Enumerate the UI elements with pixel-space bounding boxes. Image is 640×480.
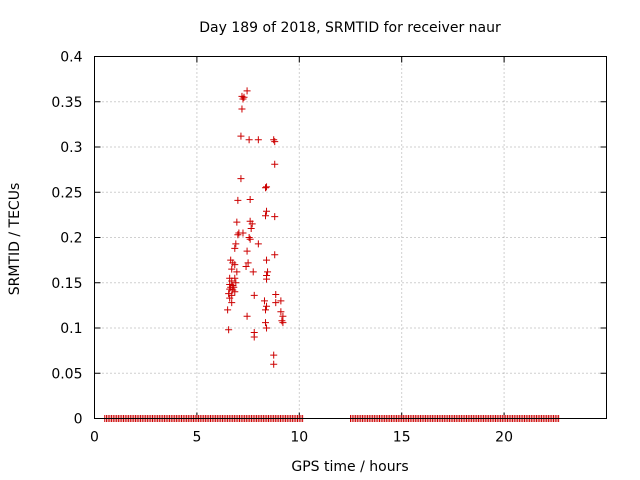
data-point-marker xyxy=(263,256,271,264)
data-point-marker xyxy=(270,360,278,368)
x-tick-label: 20 xyxy=(495,430,513,446)
chart-title: Day 189 of 2018, SRMTID for receiver nau… xyxy=(199,20,501,36)
data-point-marker xyxy=(224,306,232,314)
data-point-marker xyxy=(272,291,280,299)
data-point-marker xyxy=(262,212,270,220)
data-point-marker xyxy=(250,333,258,341)
data-point-marker xyxy=(250,291,258,299)
data-point-marker xyxy=(238,105,246,113)
data-point-marker xyxy=(231,288,239,296)
data-point-marker xyxy=(272,299,280,307)
axis-ticks: 0 0.05 0.1 0.15 0.2 0.25 0.3 0.35 0.4 0 5 10 15 20 xyxy=(51,50,607,446)
y-tick-label: 0.35 xyxy=(51,95,82,111)
x-tick-label: 10 xyxy=(290,430,308,446)
data-point-marker xyxy=(239,95,247,103)
x-tick-label: 15 xyxy=(393,430,411,446)
y-tick-label: 0.25 xyxy=(51,185,82,201)
data-point-marker xyxy=(271,160,279,168)
y-tick-label: 0 xyxy=(74,412,83,428)
data-point-marker xyxy=(263,207,271,215)
data-point-marker xyxy=(233,218,241,226)
data-point-marker xyxy=(233,268,241,276)
data-point-marker xyxy=(271,251,279,259)
data-point-marker xyxy=(247,224,255,232)
x-tick-label: 0 xyxy=(90,430,99,446)
y-tick-label: 0.15 xyxy=(51,276,82,292)
data-point-marker xyxy=(240,93,248,101)
data-point-marker xyxy=(263,302,271,310)
data-point-marker xyxy=(231,261,239,269)
y-tick-label: 0.1 xyxy=(60,321,82,337)
data-point-marker xyxy=(243,312,251,320)
data-point-marker xyxy=(263,183,271,191)
data-point-marker xyxy=(237,132,245,140)
data-point-marker xyxy=(232,240,240,248)
data-point-marker xyxy=(270,136,278,144)
data-point-marker xyxy=(231,244,239,252)
data-point-marker xyxy=(228,265,236,273)
data-point-marker xyxy=(226,285,234,293)
data-point-marker xyxy=(228,277,236,285)
data-point-marker xyxy=(254,136,262,144)
y-tick-label: 0.05 xyxy=(51,366,82,382)
data-point-marker xyxy=(237,175,245,183)
data-point-marker xyxy=(246,195,254,203)
data-point-marker xyxy=(260,297,268,305)
data-point-marker xyxy=(243,87,251,95)
data-point-marker xyxy=(262,306,270,314)
data-point-marker xyxy=(277,308,285,316)
data-point-marker xyxy=(277,297,285,305)
data-point-marker xyxy=(239,229,247,237)
data-point-marker xyxy=(254,240,262,248)
data-point-marker xyxy=(244,259,252,267)
data-point-marker xyxy=(242,262,250,270)
data-point-marker xyxy=(271,138,279,146)
data-point-marker xyxy=(278,317,286,325)
data-point-marker xyxy=(228,299,236,307)
grid-lines xyxy=(94,56,607,419)
data-point-marker xyxy=(225,326,233,334)
data-points xyxy=(224,87,287,368)
data-point-marker xyxy=(226,294,234,302)
data-point-marker xyxy=(243,247,251,255)
data-point-marker xyxy=(262,319,270,327)
data-point-marker xyxy=(225,290,233,298)
data-point-marker xyxy=(234,231,242,239)
data-point-marker xyxy=(263,324,271,332)
data-point-marker xyxy=(245,234,253,241)
x-axis-label: GPS time / hours xyxy=(291,459,408,475)
data-point-marker xyxy=(249,268,257,276)
data-point-marker xyxy=(248,220,256,228)
data-point-marker xyxy=(264,268,272,276)
y-tick-label: 0.2 xyxy=(60,231,82,247)
data-point-marker xyxy=(245,136,253,144)
data-point-marker xyxy=(271,213,279,221)
plot-frame xyxy=(94,56,607,419)
data-point-marker xyxy=(234,196,242,204)
data-point-marker xyxy=(279,312,287,320)
data-point-marker xyxy=(279,319,287,327)
data-point-marker xyxy=(263,275,271,283)
y-tick-label: 0.3 xyxy=(60,140,82,156)
data-point-marker xyxy=(262,184,270,192)
y-tick-label: 0.4 xyxy=(60,50,82,66)
y-axis-label: SRMTID / TECUs xyxy=(7,183,23,296)
data-point-marker xyxy=(246,235,254,243)
x-tick-label: 5 xyxy=(192,430,201,446)
data-point-marker xyxy=(270,351,278,359)
